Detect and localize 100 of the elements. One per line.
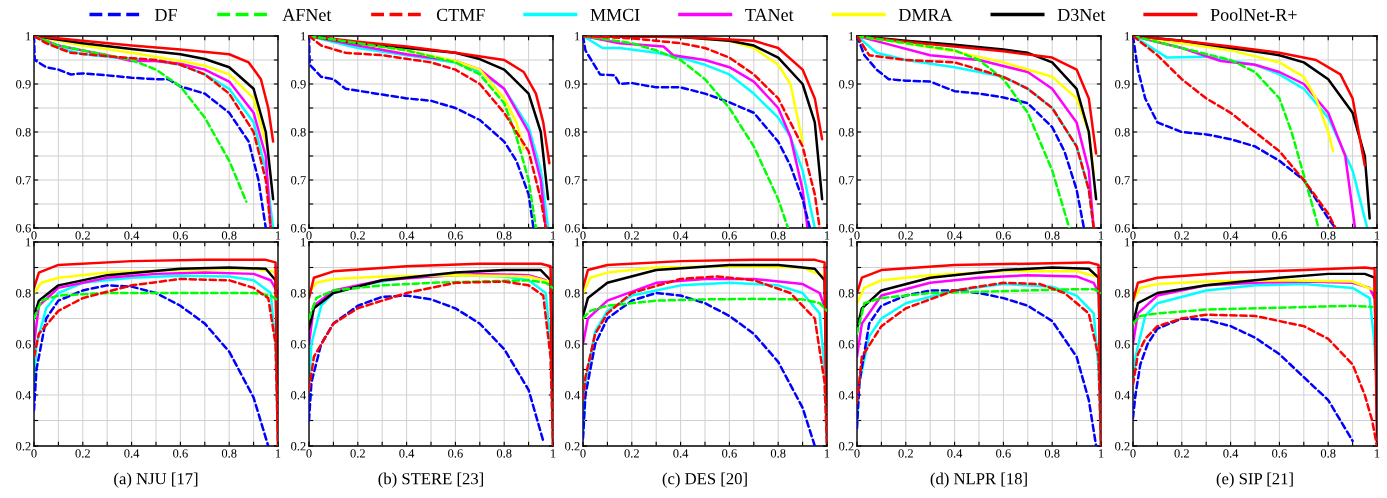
y-tick-label: 0.2: [839, 442, 854, 451]
y-tick-label: 0.4: [291, 391, 307, 400]
x-tick-label: 0.8: [496, 231, 512, 240]
x-tick-label: 0.4: [124, 231, 140, 240]
y-tick-label: 0.8: [565, 289, 580, 298]
y-tick-label: 0.2: [16, 442, 31, 451]
y-tick-label: 0.6: [839, 340, 854, 349]
y-tick-label: 0.8: [839, 289, 854, 298]
x-tick-label: 0: [854, 449, 860, 458]
y-tick-label: 0.9: [16, 80, 31, 89]
x-tick-label: 0.6: [996, 449, 1011, 458]
x-tick-label: 0.2: [624, 231, 639, 240]
x-tick-label: 0: [1130, 449, 1136, 458]
y-tick-label: 0.9: [565, 80, 580, 89]
x-tick-label: 0.4: [399, 449, 415, 458]
legend-label: CTMF: [436, 8, 485, 21]
x-tick-label: 0.8: [770, 449, 786, 458]
y-tick-label: 0.2: [565, 442, 580, 451]
y-tick-label: 1: [1125, 238, 1130, 247]
x-tick-label: 0.4: [124, 449, 140, 458]
y-tick-label: 0.7: [291, 176, 306, 185]
x-tick-label: 0: [306, 231, 312, 240]
y-tick-label: 1: [301, 32, 306, 41]
x-tick-label: 0.2: [898, 449, 913, 458]
y-tick-label: 0.8: [16, 128, 31, 137]
x-tick-label: 0.8: [221, 449, 237, 458]
y-tick-label: 0.6: [565, 224, 580, 233]
y-tick-label: 1: [575, 238, 580, 247]
x-tick-label: 1: [275, 449, 281, 458]
x-axis-title: (b) STERE [23]: [378, 472, 483, 488]
x-tick-label: 0.2: [75, 449, 90, 458]
y-tick-label: 0.4: [1115, 391, 1131, 400]
x-tick-label: 0.4: [673, 231, 689, 240]
x-tick-label: 0: [580, 449, 586, 458]
x-tick-label: 1: [550, 231, 556, 240]
x-tick-label: 0.4: [947, 231, 963, 240]
y-tick-label: 1: [849, 238, 854, 247]
x-tick-label: 0.8: [1044, 449, 1060, 458]
y-tick-label: 0.8: [565, 128, 580, 137]
x-axis-title: (a) NJU [17]: [114, 472, 198, 488]
y-tick-label: 0.7: [839, 176, 854, 185]
x-tick-label: 0.6: [1272, 231, 1287, 240]
x-tick-label: 0.6: [448, 231, 463, 240]
legend-label: MMCI: [590, 8, 640, 21]
x-tick-label: 1: [1374, 231, 1380, 240]
y-tick-label: 0.6: [291, 340, 306, 349]
y-tick-label: 0.8: [291, 289, 306, 298]
x-tick-label: 0.6: [173, 231, 188, 240]
y-tick-label: 0.6: [291, 224, 306, 233]
y-tick-label: 0.4: [839, 391, 855, 400]
y-tick-label: 0.8: [1115, 289, 1130, 298]
x-tick-label: 0: [580, 231, 586, 240]
x-tick-label: 0: [1130, 231, 1136, 240]
x-tick-label: 0.6: [173, 449, 188, 458]
y-tick-label: 0.4: [565, 391, 581, 400]
x-tick-label: 1: [824, 231, 830, 240]
x-tick-label: 0.8: [496, 449, 512, 458]
x-tick-label: 0.8: [221, 231, 237, 240]
x-tick-label: 0.2: [1174, 449, 1189, 458]
x-tick-label: 0.2: [75, 231, 90, 240]
y-tick-label: 1: [26, 32, 31, 41]
y-tick-label: 1: [849, 32, 854, 41]
x-tick-label: 0.2: [350, 449, 365, 458]
x-tick-label: 0.6: [1272, 449, 1287, 458]
x-tick-label: 0.4: [673, 449, 689, 458]
x-tick-label: 0: [854, 231, 860, 240]
x-tick-label: 0.2: [1174, 231, 1189, 240]
x-tick-label: 1: [275, 231, 281, 240]
y-tick-label: 0.6: [839, 224, 854, 233]
y-tick-label: 1: [26, 238, 31, 247]
x-tick-label: 0.6: [996, 231, 1011, 240]
x-tick-label: 0.4: [1223, 231, 1239, 240]
x-tick-label: 1: [1374, 449, 1380, 458]
y-tick-label: 0.6: [16, 224, 31, 233]
y-tick-label: 1: [301, 238, 306, 247]
legend-label: PoolNet-R+: [1210, 8, 1297, 21]
legend-label: D3Net: [1057, 8, 1106, 21]
x-tick-label: 1: [550, 449, 556, 458]
y-tick-label: 1: [1125, 32, 1130, 41]
legend-label: AFNet: [282, 8, 332, 21]
x-tick-label: 0.2: [898, 231, 913, 240]
y-tick-label: 0.4: [16, 391, 32, 400]
x-tick-label: 0.4: [399, 231, 415, 240]
x-tick-label: 0.2: [350, 231, 365, 240]
x-tick-label: 0.6: [448, 449, 463, 458]
y-tick-label: 0.8: [1115, 128, 1130, 137]
y-tick-label: 0.7: [565, 176, 580, 185]
y-tick-label: 1: [575, 32, 580, 41]
x-tick-label: 0: [31, 231, 37, 240]
x-tick-label: 1: [1098, 449, 1104, 458]
y-tick-label: 0.2: [1115, 442, 1130, 451]
legend-label: TANet: [745, 8, 794, 21]
x-tick-label: 0.8: [1320, 449, 1336, 458]
x-tick-label: 0.4: [1223, 449, 1239, 458]
x-tick-label: 1: [1098, 231, 1104, 240]
x-tick-label: 0.8: [1044, 231, 1060, 240]
x-tick-label: 0.2: [624, 449, 639, 458]
y-tick-label: 0.6: [1115, 224, 1130, 233]
x-tick-label: 0: [31, 449, 37, 458]
x-axis-title: (c) DES [20]: [662, 472, 747, 488]
